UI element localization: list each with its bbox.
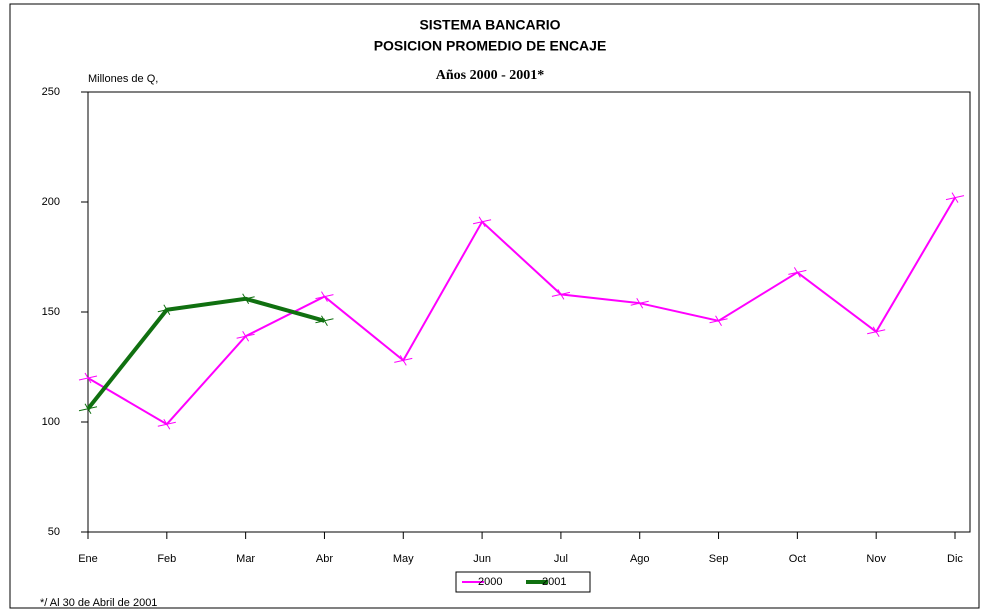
y-tick-label: 200 <box>42 196 60 208</box>
point-marker <box>315 315 334 327</box>
x-tick-label: Nov <box>866 553 886 565</box>
series-line <box>86 296 325 411</box>
point-marker <box>78 372 98 384</box>
point-marker <box>236 330 255 342</box>
point-marker <box>157 304 176 316</box>
point-marker <box>78 403 98 415</box>
x-tick-label: Mar <box>236 553 255 565</box>
plot-frame <box>87 91 971 533</box>
chart-title: SISTEMA BANCARIO <box>419 17 560 33</box>
x-tick-label: Jun <box>473 553 491 565</box>
point-marker <box>394 355 413 366</box>
y-axis-label: Millones de Q, <box>88 73 158 85</box>
y-tick-label: 100 <box>42 416 60 428</box>
point-marker <box>630 297 649 309</box>
x-tick-label: Sep <box>709 553 729 565</box>
point-marker <box>551 289 571 300</box>
y-tick-label: 150 <box>42 306 60 318</box>
point-marker <box>709 315 728 327</box>
x-tick-label: Ene <box>78 553 98 565</box>
y-tick-label: 50 <box>48 526 60 538</box>
x-tick-label: Dic <box>947 553 963 565</box>
chart-period: Años 2000 - 2001* <box>436 68 545 83</box>
point-marker <box>236 293 255 305</box>
x-tick-label: Oct <box>789 553 806 565</box>
point-marker <box>157 418 176 430</box>
point-marker <box>945 192 965 203</box>
footnote: */ Al 30 de Abril de 2001 <box>40 597 157 609</box>
point-marker <box>788 267 807 278</box>
chart-subtitle: POSICION PROMEDIO DE ENCAJE <box>374 38 607 54</box>
legend-label: 2001 <box>542 576 566 588</box>
point-marker <box>315 291 334 302</box>
x-tick-label: May <box>393 553 414 565</box>
x-tick-label: Ago <box>630 553 650 565</box>
y-tick-label: 250 <box>42 86 60 98</box>
outer-frame <box>9 3 980 609</box>
point-marker <box>472 216 492 228</box>
x-tick-label: Jul <box>554 553 568 565</box>
series-line <box>87 197 956 426</box>
legend-label: 2000 <box>478 576 502 588</box>
legend-box <box>455 571 591 593</box>
x-tick-label: Abr <box>316 553 333 565</box>
point-marker <box>867 326 886 338</box>
x-tick-label: Feb <box>157 553 176 565</box>
